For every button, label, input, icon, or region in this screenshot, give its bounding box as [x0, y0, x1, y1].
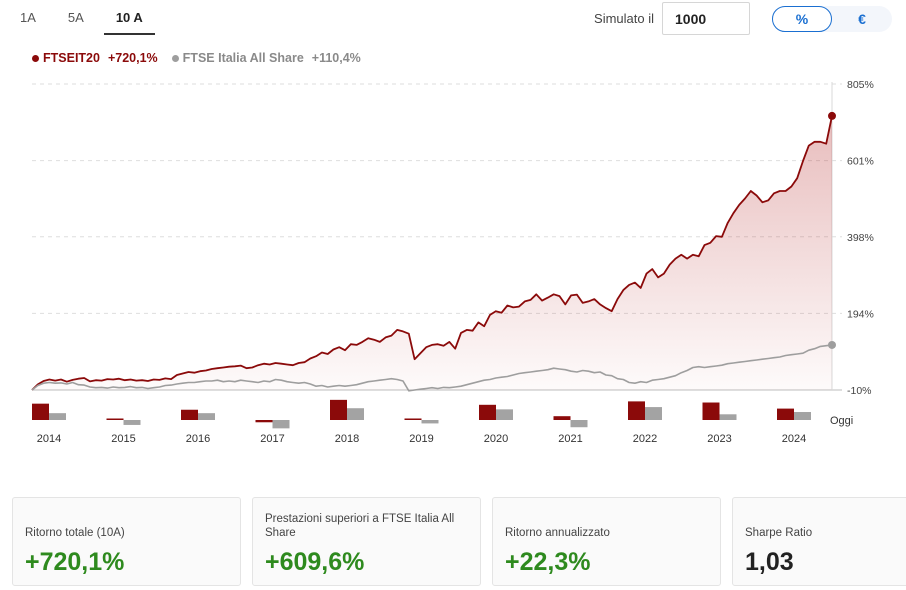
- period-tabs: 1A 5A 10 A: [8, 6, 163, 35]
- card-total-return: Ritorno totale (10A) +720,1%: [12, 497, 241, 586]
- year-label-2016: 2016: [186, 433, 210, 445]
- bar-ftseit20-2024: [777, 408, 794, 420]
- year-label-2018: 2018: [335, 433, 359, 445]
- y-tick-label: 805%: [847, 79, 874, 91]
- year-label-2021: 2021: [558, 433, 582, 445]
- year-label-2014: 2014: [37, 433, 61, 445]
- simulator-amount-input[interactable]: [662, 2, 750, 35]
- card-label: Ritorno annualizzato: [505, 527, 610, 539]
- bar-ftse-italia-2018: [347, 408, 364, 420]
- bar-ftse-italia-2019: [421, 420, 439, 424]
- year-label-2015: 2015: [111, 433, 135, 445]
- bar-ftse-italia-2020: [496, 409, 513, 420]
- today-label: Oggi: [830, 415, 853, 427]
- bar-ftseit20-2014: [32, 403, 49, 420]
- card-value: +609,6%: [265, 548, 365, 576]
- area-layer: [32, 115, 832, 391]
- bar-ftse-italia-2014: [49, 413, 66, 420]
- card-outperformance: Prestazioni superiori a FTSE Italia All …: [252, 497, 481, 586]
- bar-ftse-italia-2024: [794, 412, 811, 420]
- unit-toggle: % €: [772, 5, 892, 32]
- card-label: Sharpe Ratio: [745, 527, 813, 539]
- bar-ftseit20-2021: [553, 416, 571, 420]
- series-line-ftseit20: [31, 115, 833, 391]
- bar-ftse-italia-2017: [272, 420, 290, 429]
- stats-cards: Ritorno totale (10A) +720,1% Prestazioni…: [12, 497, 906, 586]
- legend-item-ftse-italia[interactable]: FTSE Italia All Share +110,4%: [171, 51, 361, 65]
- tab-10a[interactable]: 10 A: [103, 6, 155, 35]
- legend-value-ftseit20: +720,1%: [107, 51, 158, 65]
- card-value: +22,3%: [505, 548, 591, 576]
- bar-ftse-italia-2023: [719, 414, 737, 420]
- series-line-ftse-italia: [31, 344, 833, 392]
- bar-ftseit20-2016: [181, 409, 198, 420]
- label-layer: 805% 601% 398% 194% -10% 2014 2015 2016 2017 2018…: [37, 79, 874, 445]
- bar-ftseit20-2017: [255, 420, 273, 423]
- performance-chart: 805% 601% 398% 194% -10% 2014 2015 2016 2017 2018…: [31, 79, 874, 445]
- year-label-2023: 2023: [707, 433, 731, 445]
- simulator-label: Simulato il: [594, 11, 654, 26]
- line-layer: [31, 111, 836, 392]
- card-value: 1,03: [745, 548, 794, 576]
- bar-layer: [32, 399, 811, 429]
- year-label-2024: 2024: [782, 433, 806, 445]
- series-area-ftseit20: [32, 115, 832, 391]
- card-value: +720,1%: [25, 548, 125, 576]
- euro-toggle[interactable]: €: [858, 10, 866, 27]
- card-sharpe-ratio: Sharpe Ratio 1,03: [732, 497, 906, 586]
- simulator: Simulato il % €: [594, 2, 892, 35]
- year-label-2020: 2020: [484, 433, 508, 445]
- tab-5a[interactable]: 5A: [67, 10, 84, 25]
- year-label-2019: 2019: [409, 433, 433, 445]
- bar-ftseit20-2022: [628, 401, 645, 420]
- legend-dot-ftseit20: [32, 54, 39, 62]
- legend-value-ftse-italia: +110,4%: [311, 51, 361, 65]
- card-annualized-return: Ritorno annualizzato +22,3%: [492, 497, 721, 586]
- year-label-2017: 2017: [260, 433, 284, 445]
- endpoint-ftseit20: [828, 111, 836, 120]
- bar-ftse-italia-2022: [645, 407, 662, 420]
- card-label: Ritorno totale (10A): [25, 527, 125, 539]
- bar-ftse-italia-2021: [570, 420, 588, 428]
- y-tick-label: 194%: [847, 308, 874, 320]
- legend-dot-ftse-italia: [171, 54, 179, 62]
- y-tick-label: -10%: [847, 385, 872, 397]
- y-tick-label: 601%: [847, 156, 874, 168]
- bar-ftseit20-2020: [479, 404, 496, 420]
- legend-name-ftse-italia: FTSE Italia All Share: [182, 51, 304, 65]
- card-label: Prestazioni superiori a FTSE Italia All …: [265, 513, 455, 539]
- bar-ftse-italia-2016: [198, 413, 215, 420]
- percent-toggle[interactable]: %: [772, 5, 832, 32]
- bar-ftseit20-2019: [404, 418, 422, 420]
- bar-ftseit20-2018: [330, 399, 347, 420]
- legend-name-ftseit20: FTSEIT20: [43, 51, 100, 65]
- chart-legend: FTSEIT20 +720,1% FTSE Italia All Share +…: [32, 51, 375, 65]
- tab-1a[interactable]: 1A: [20, 10, 36, 25]
- endpoint-ftse-italia: [828, 340, 836, 349]
- year-label-2022: 2022: [633, 433, 657, 445]
- legend-item-ftseit20[interactable]: FTSEIT20 +720,1%: [32, 51, 158, 65]
- bar-ftseit20-2015: [106, 418, 124, 420]
- y-tick-label: 398%: [847, 232, 874, 244]
- bar-ftseit20-2023: [702, 402, 720, 420]
- bar-ftse-italia-2015: [123, 420, 141, 425]
